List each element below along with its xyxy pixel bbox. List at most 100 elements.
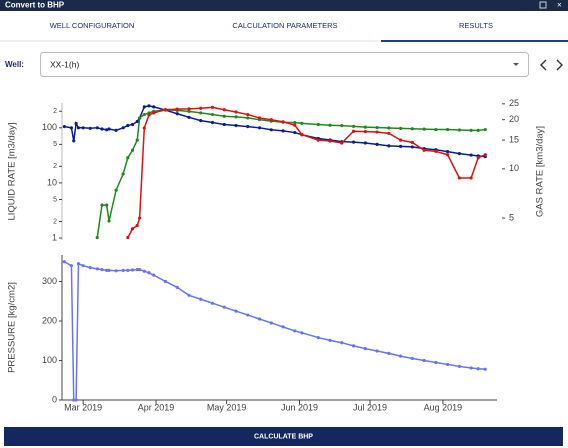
data-point [351,124,356,128]
data-point [175,112,179,116]
data-point [398,354,403,358]
data-point [126,235,130,240]
data-point [210,112,215,117]
y2-tick-label: 20 [509,114,519,124]
data-point [100,268,104,272]
data-point [163,108,168,112]
data-point [142,269,146,273]
data-point [257,126,262,130]
data-point [246,125,250,129]
y2-tick-label: 5 [509,212,514,222]
data-point [234,115,238,119]
data-point [434,360,438,365]
tab[interactable]: CALCULATION PARAMETERS [232,21,337,30]
data-point [72,139,76,143]
data-point [100,203,104,207]
data-point [142,112,146,117]
series-line [63,261,486,401]
data-point [375,142,379,146]
data-point [107,219,111,223]
data-point [363,141,367,145]
data-point [300,121,304,125]
data-point [410,145,414,149]
data-point [234,123,238,128]
data-point [222,122,226,127]
next-button[interactable] [556,59,563,71]
data-point [114,128,118,132]
data-point [387,144,391,148]
well-value: XX-1(h) [50,59,79,69]
data-point [210,105,215,109]
x-tick-label: Jun 2019 [281,402,318,412]
well-label: Well: [5,60,24,69]
tab[interactable]: WELL CONFIGURATION [50,21,135,30]
close-icon[interactable]: × [557,1,562,10]
data-point [121,126,125,130]
data-point [210,301,215,305]
data-point [187,293,191,297]
data-point [246,313,250,317]
data-point [234,309,238,313]
prev-button[interactable] [540,59,547,71]
data-point [434,127,438,132]
data-point [81,264,85,268]
data-point [126,268,130,273]
data-point [375,349,379,353]
data-point [257,116,262,120]
data-point [121,172,125,176]
data-point [114,269,118,273]
calculate-button[interactable] [4,427,563,446]
series-line [96,109,486,238]
title-bar [0,0,568,11]
data-point [457,128,461,132]
data-point [387,126,391,130]
data-point [142,105,146,109]
tab-active[interactable]: RESULTS [459,21,493,30]
window-title: Convert to BHP [5,1,65,10]
data-point [469,153,473,157]
data-point [246,116,250,120]
data-point [375,130,379,134]
data-point [446,153,450,157]
data-point [126,123,130,128]
data-point [476,156,480,160]
y2-tick-label: 10 [509,163,519,173]
series-line [127,106,486,238]
data-point [152,273,156,277]
data-point [199,119,203,123]
data-point [483,367,487,371]
data-point [95,267,99,271]
data-point [269,118,273,122]
data-point [135,138,139,142]
data-point [130,122,135,127]
data-point [69,264,74,268]
data-point [62,260,66,264]
x-tick-label: Jul 2019 [353,402,387,412]
data-point [210,120,215,125]
data-point [316,122,320,127]
data-point [363,125,367,129]
data-point [410,356,414,361]
restore-icon[interactable] [539,1,547,9]
data-point [88,126,92,130]
data-point [74,121,78,126]
data-point [387,131,391,135]
data-point [269,128,273,132]
y-tick-label: 2 [53,108,57,115]
data-point [398,126,403,130]
x-tick-label: May 2019 [207,402,247,412]
data-point [147,113,151,117]
data-point [340,123,344,128]
data-point [351,129,356,133]
data-point [147,104,151,108]
data-point [434,149,438,153]
y-tick-label: 200 [42,315,57,325]
data-point [476,128,480,132]
data-point [410,140,414,145]
dropdown-caret [513,63,519,66]
data-point [363,130,367,134]
well-select[interactable] [40,52,529,77]
data-point [222,108,226,112]
data-point [340,141,344,145]
